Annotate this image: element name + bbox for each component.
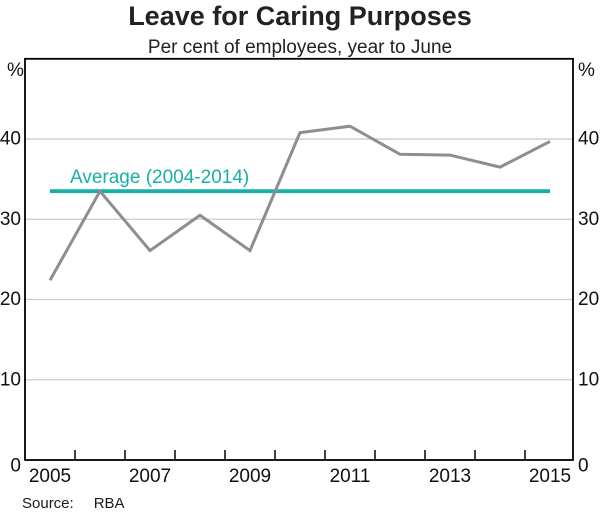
y-axis-unit-right: %: [578, 60, 595, 81]
source-value: RBA: [93, 495, 125, 512]
y-axis-label-right: 40: [578, 129, 599, 150]
y-axis-label-right: 20: [578, 289, 599, 310]
x-axis-label: 2007: [129, 466, 171, 487]
y-axis-unit-left: %: [7, 60, 24, 81]
x-axis-label: 2011: [330, 466, 371, 487]
chart-title: Leave for Caring Purposes: [128, 1, 472, 31]
average-line-label: Average (2004-2014): [70, 167, 250, 188]
y-axis-label-left: 20: [0, 289, 21, 310]
y-axis-label-left: 40: [0, 129, 21, 150]
y-axis-label-left: 10: [0, 369, 21, 390]
y-axis-label-right: 10: [578, 369, 599, 390]
plot-border: [24, 57, 574, 461]
x-axis-label: 2015: [529, 466, 571, 487]
source-note: Source: RBA: [22, 495, 125, 512]
y-axis-label-right: 0: [578, 456, 589, 477]
chart-subtitle: Per cent of employees, year to June: [147, 37, 453, 58]
y-axis-label-left: 30: [0, 209, 21, 230]
data-line: [48, 124, 551, 281]
y-axis-label-left: 0: [10, 456, 21, 477]
x-axis-label: 2013: [429, 466, 471, 487]
x-axis-label: 2009: [229, 466, 271, 487]
x-axis-label: 2005: [29, 466, 71, 487]
source-label: Source:: [22, 495, 74, 512]
y-axis-label-right: 30: [578, 209, 599, 230]
